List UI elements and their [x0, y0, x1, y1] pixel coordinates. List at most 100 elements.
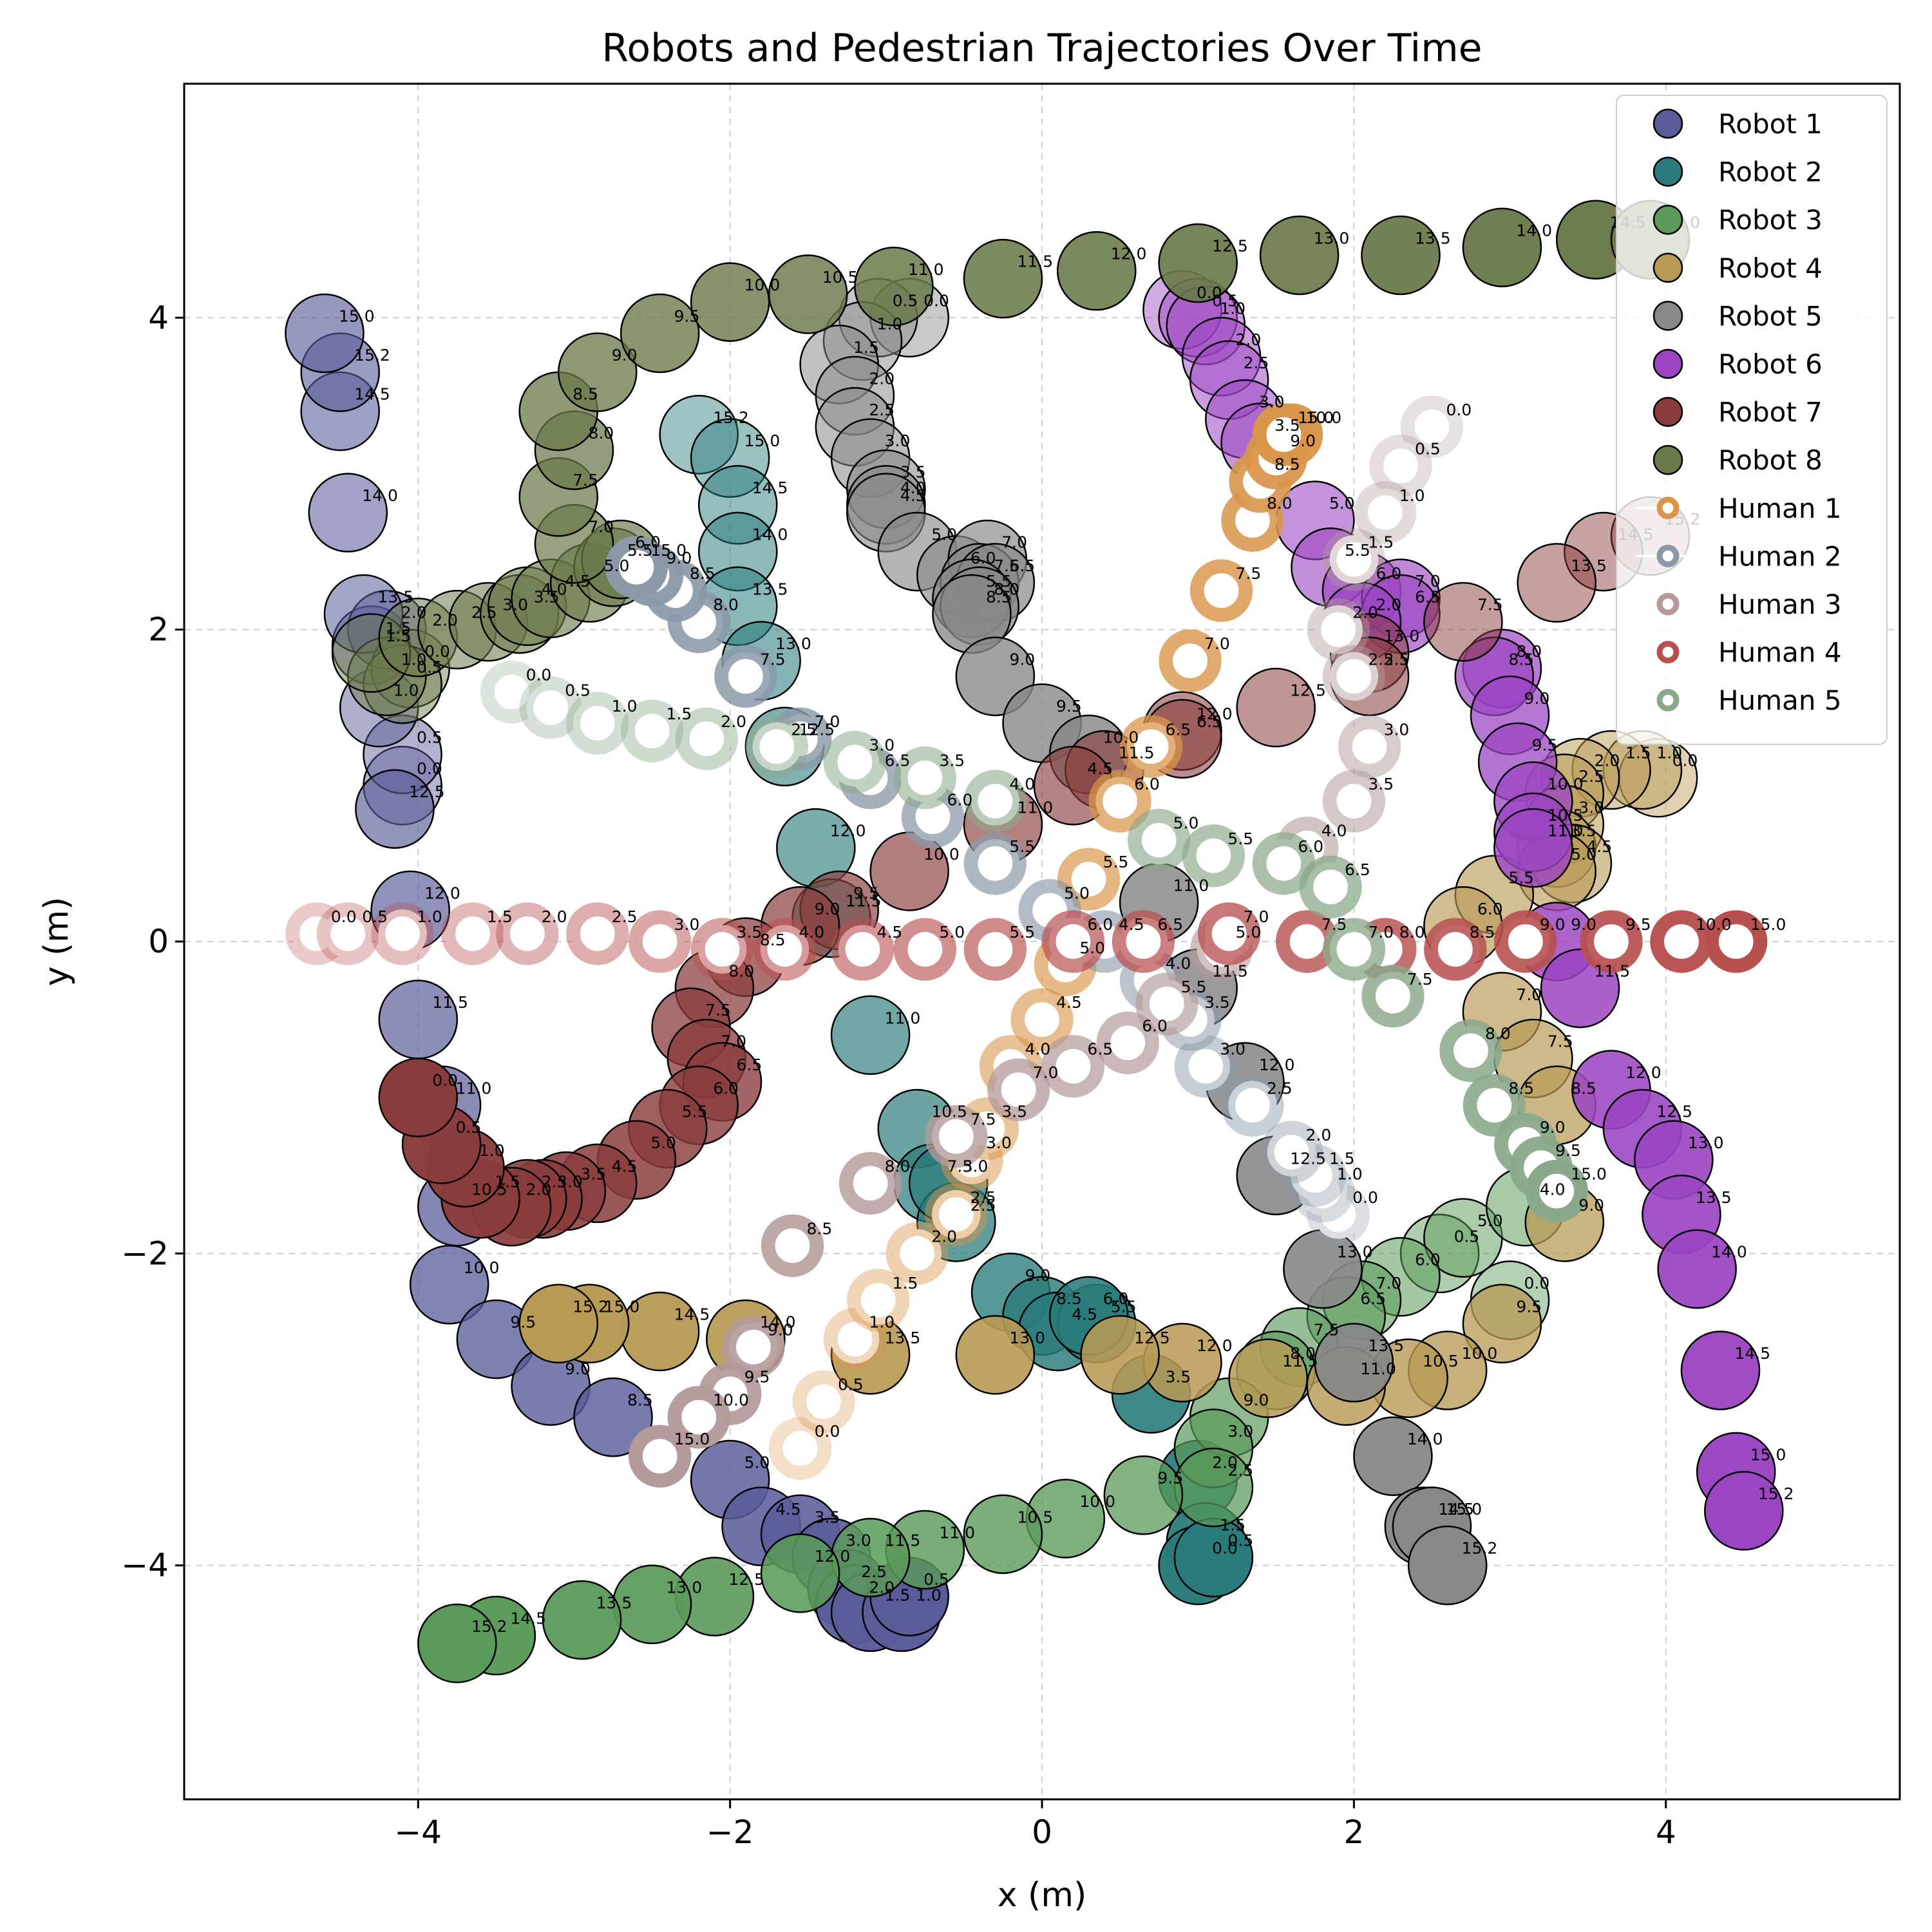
time-label: 0.5: [893, 291, 918, 310]
robot-position: [768, 254, 848, 334]
time-label: 11.0: [939, 1524, 975, 1542]
time-label: 12.5: [1290, 1149, 1326, 1168]
time-label: 12.0: [1111, 245, 1147, 263]
time-label: 9.0: [1524, 689, 1550, 708]
human-position: [1010, 988, 1074, 1051]
time-label: 2.0: [526, 1180, 552, 1199]
robot-position: [1080, 1314, 1160, 1395]
time-label: 3.5: [1204, 993, 1230, 1012]
time-label: 0.5: [417, 658, 442, 676]
time-label: 3.0: [986, 1133, 1012, 1152]
human-position: [753, 918, 817, 981]
time-label: 8.0: [588, 424, 614, 442]
legend-label: Robot 8: [1718, 444, 1823, 476]
legend-label: Human 4: [1718, 637, 1842, 668]
human-position: [1369, 434, 1432, 498]
time-label: 10.0: [464, 1258, 500, 1277]
robot-position: [690, 262, 770, 342]
time-label: 4.5: [565, 572, 591, 591]
legend-label: Robot 4: [1718, 252, 1823, 284]
time-label: 7.5: [971, 1110, 996, 1129]
human-position: [1127, 808, 1191, 872]
robot-position: [378, 980, 459, 1059]
time-label: 4.5: [1586, 837, 1612, 856]
time-label: 4.0: [542, 580, 567, 598]
human-position: [893, 746, 957, 810]
time-label: 13.5: [1415, 229, 1451, 247]
time-label: 5.0: [604, 556, 630, 575]
legend-item: Robot 1: [1653, 108, 1823, 140]
robot-position: [518, 1283, 599, 1364]
time-label: 7.5: [947, 1157, 972, 1175]
human-position: [1135, 972, 1198, 1036]
time-label: 9.5: [1157, 1469, 1183, 1488]
time-label: 3.0: [846, 1531, 871, 1550]
time-label: 10.0: [923, 845, 960, 864]
time-label: 8.5: [690, 564, 715, 583]
time-label: 15.0: [1750, 915, 1786, 934]
time-label: 7.0: [1516, 985, 1542, 1004]
human-position: [1221, 1074, 1284, 1137]
time-label: 6.0: [1298, 837, 1323, 856]
time-label: 2.0: [1236, 330, 1262, 349]
human-position: [1439, 1019, 1502, 1083]
time-label: 0.0: [1352, 1188, 1378, 1207]
time-label: 15.2: [573, 1297, 609, 1316]
time-label: 6.0: [1376, 564, 1401, 583]
human-position: [1260, 1121, 1323, 1184]
time-label: 6.0: [1142, 1016, 1168, 1035]
time-label: 7.0: [1033, 1063, 1059, 1082]
human-position: [1159, 629, 1222, 692]
human-position: [1338, 715, 1401, 778]
human-position: [1252, 832, 1316, 895]
time-label: 8.5: [1056, 1289, 1082, 1308]
time-label: 7.5: [1477, 596, 1503, 614]
legend-marker: [1653, 348, 1683, 379]
time-label: 9.5: [1555, 1141, 1581, 1160]
time-label: 12.0: [1259, 1056, 1295, 1074]
time-label: 0.0: [1672, 752, 1698, 770]
time-label: 7.0: [721, 1032, 746, 1051]
time-label: 10.5: [1017, 1508, 1053, 1526]
time-label: 15.0: [650, 541, 687, 560]
time-label: 12.5: [799, 720, 835, 739]
series-human-4: [285, 902, 1768, 981]
time-label: 8.5: [1508, 650, 1534, 668]
time-label: 0.0: [331, 907, 357, 926]
time-label: 5.0: [1064, 884, 1090, 903]
time-label: 12.0: [1197, 705, 1233, 723]
time-label: 7.0: [815, 712, 840, 731]
robot-position: [1236, 667, 1316, 748]
human-position: [441, 902, 504, 965]
time-label: 2.5: [861, 1562, 887, 1581]
time-label: 8.0: [1290, 1344, 1316, 1363]
time-label: 8.5: [573, 385, 598, 404]
time-label: 12.0: [830, 822, 866, 840]
time-label: 15.0: [1571, 1164, 1607, 1183]
time-label: 6.5: [1345, 860, 1370, 879]
time-label: 13.0: [1688, 1133, 1724, 1152]
y-tick-label: 2: [148, 611, 169, 649]
time-label: 0.0: [1197, 283, 1222, 302]
time-label: 0.0: [417, 759, 442, 778]
time-label: 7.5: [705, 1001, 731, 1019]
time-label: 14.5: [510, 1609, 546, 1628]
time-label: 13.5: [885, 1329, 921, 1347]
time-label: 5.5: [1345, 541, 1370, 560]
time-label: 15.0: [339, 307, 375, 325]
time-label: 8.0: [994, 580, 1019, 598]
time-label: 6.5: [1415, 587, 1441, 606]
human-position: [987, 1058, 1050, 1121]
human-position: [1463, 1074, 1526, 1137]
time-label: 2.5: [1244, 354, 1269, 372]
human-position: [667, 1385, 730, 1449]
time-label: 6.0: [1103, 1289, 1129, 1308]
time-label: 2.5: [971, 1188, 996, 1207]
time-label: 6.5: [885, 752, 911, 770]
human-position: [925, 1105, 988, 1168]
robot-position: [557, 332, 638, 412]
time-label: 2.5: [1267, 1079, 1293, 1097]
time-label: 10.5: [931, 1103, 967, 1121]
time-label: 13.0: [1314, 229, 1350, 247]
legend-label: Robot 3: [1718, 204, 1823, 236]
